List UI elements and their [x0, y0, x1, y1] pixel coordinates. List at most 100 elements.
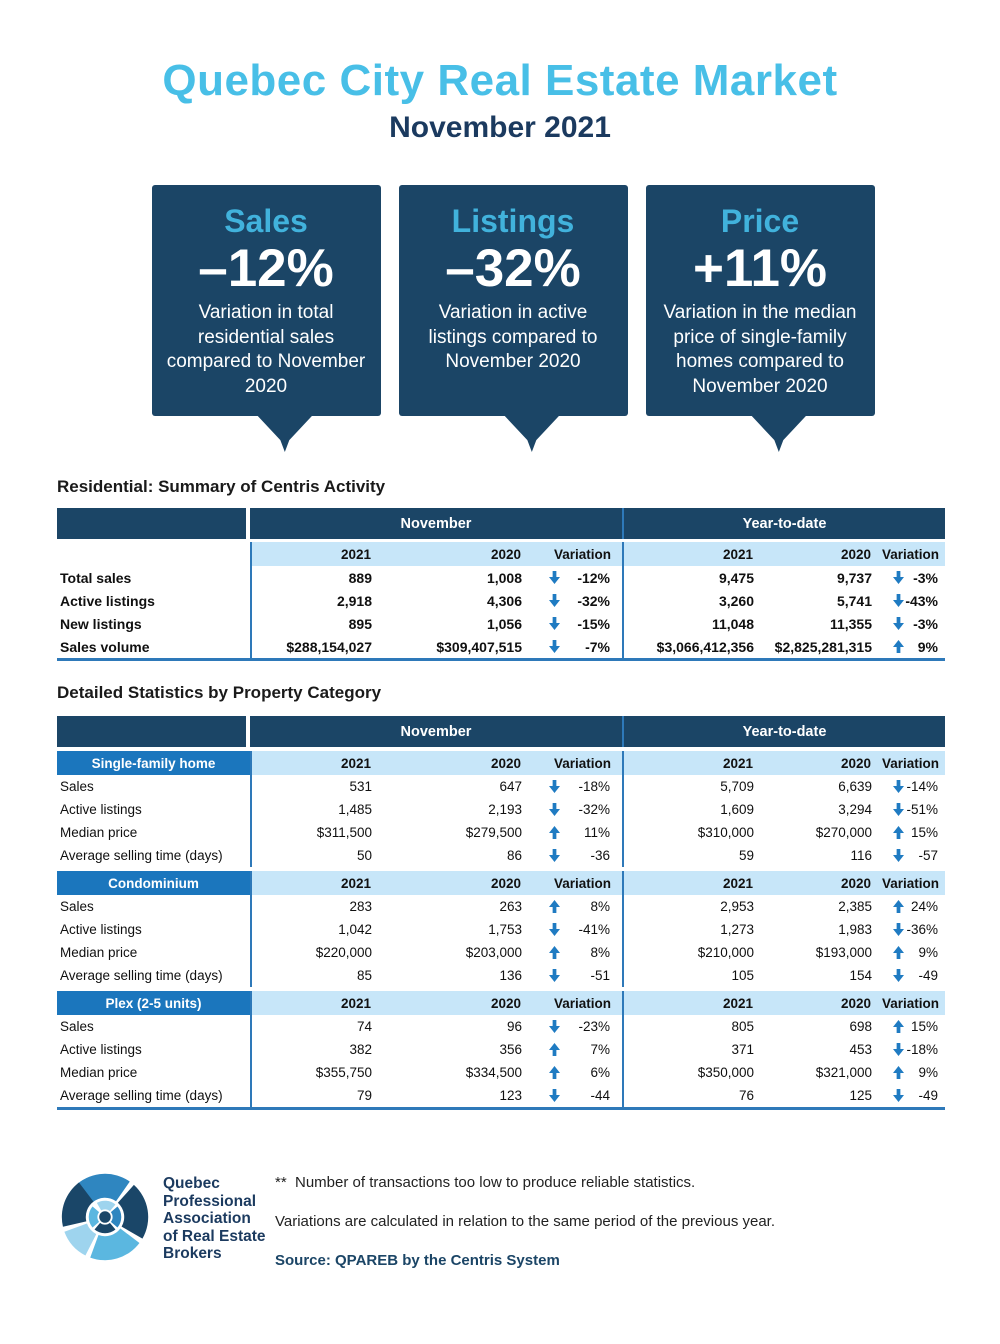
variation-arrow-icon: [893, 1066, 904, 1079]
variation-cell: -41%: [535, 918, 622, 941]
variation-value: -14%: [906, 779, 938, 794]
row-label: Average selling time (days): [60, 848, 223, 863]
logo-text-line: of Real Estate: [163, 1227, 266, 1245]
table-row-median-price: Median price $355,750 $334,500 6% $350,0…: [57, 1061, 945, 1084]
category-header-single-family-home: Single-family home: [57, 751, 250, 775]
variation-cell: -3%: [885, 612, 945, 635]
callout-listings: Listings –32% Variation in active listin…: [398, 185, 628, 455]
value-cell: 382: [250, 1038, 385, 1061]
callout-heading: Listings: [451, 203, 575, 239]
variation-arrow-icon: [893, 803, 904, 816]
variation-value: 8%: [590, 899, 610, 914]
value-cell: $355,750: [250, 1061, 385, 1084]
year-header-2021: 2021: [622, 542, 767, 566]
table-row-average-selling-time: Average selling time (days) 85 136 -51 1…: [57, 964, 945, 987]
value-cell: 79: [250, 1084, 385, 1107]
value-cell: $220,000: [250, 941, 385, 964]
summary-table: November Year-to-date 2021 2020 Variatio…: [57, 508, 945, 661]
variation-cell: -14%: [885, 775, 945, 798]
variation-value: 9%: [918, 1065, 938, 1080]
value-cell: 283: [250, 895, 385, 918]
value-cell: 1,056: [486, 615, 522, 632]
value-cell: $3,066,412,356: [622, 635, 767, 658]
variation-arrow-icon: [893, 571, 904, 584]
section-condominium: Condominium 2021 2020 Variation 2021 202…: [57, 871, 945, 987]
variation-header: Variation: [882, 542, 945, 566]
category-header-row: Condominium 2021 2020 Variation 2021 202…: [57, 871, 945, 895]
value-cell: 1,983: [838, 922, 872, 937]
qpareb-logo-icon: [57, 1166, 153, 1273]
variation-arrow-icon: [893, 1089, 904, 1102]
variation-arrow-icon: [549, 640, 560, 653]
value-cell: $270,000: [815, 825, 872, 840]
variation-value: 24%: [910, 899, 938, 914]
variation-value: 15%: [910, 825, 938, 840]
variation-arrow-icon: [549, 900, 560, 913]
detail-table: November Year-to-date Single-family home…: [57, 716, 945, 1110]
variation-arrow-icon: [549, 571, 560, 584]
variation-arrow-icon: [549, 946, 560, 959]
callout-sales-box: Sales –12% Variation in total residentia…: [151, 185, 381, 416]
variation-arrow-icon: [893, 969, 904, 982]
callout-tail: [750, 415, 807, 452]
period-header-ytd: Year-to-date: [622, 508, 945, 539]
value-cell: 1,485: [250, 798, 385, 821]
category-header-row: Plex (2-5 units) 2021 2020 Variation 202…: [57, 991, 945, 1015]
variation-cell: -32%: [535, 798, 622, 821]
variation-cell: -3%: [885, 566, 945, 589]
category-header-plex: Plex (2-5 units): [57, 991, 250, 1015]
variation-value: 7%: [590, 1042, 610, 1057]
table-row-sales: Sales 531 647 -18% 5,709 6,639 -14%: [57, 775, 945, 798]
value-cell: 9,737: [836, 569, 872, 586]
value-cell: $310,000: [622, 821, 767, 844]
variation-cell: -36%: [885, 918, 945, 941]
value-cell: 5,709: [622, 775, 767, 798]
variation-value: -51%: [906, 802, 938, 817]
variation-value: -49: [918, 968, 938, 983]
section-single-family-home: Single-family home 2021 2020 Variation 2…: [57, 751, 945, 867]
variation-arrow-icon: [893, 1020, 904, 1033]
value-cell: 698: [849, 1019, 872, 1034]
year-header-2021: 2021: [622, 871, 767, 895]
row-label: Median price: [60, 1065, 138, 1080]
variation-cell: -49: [885, 964, 945, 987]
variation-value: -18%: [906, 1042, 938, 1057]
variation-header: Variation: [882, 871, 945, 895]
variation-value: -15%: [577, 615, 610, 632]
value-cell: $311,500: [250, 821, 385, 844]
variation-value: 8%: [590, 945, 610, 960]
variation-cell: -32%: [535, 589, 622, 612]
variation-cell: 9%: [885, 1061, 945, 1084]
value-cell: 125: [849, 1088, 872, 1103]
year-header-2020: 2020: [767, 871, 885, 895]
variation-header: Variation: [535, 542, 622, 566]
table-row-active-listings: Active listings 1,485 2,193 -32% 1,609 3…: [57, 798, 945, 821]
variation-arrow-icon: [549, 1043, 560, 1056]
callout-heading: Sales: [224, 203, 308, 239]
callout-tail: [256, 415, 313, 452]
value-cell: 59: [622, 844, 767, 867]
value-cell: $279,500: [465, 825, 522, 840]
summary-section-heading: Residential: Summary of Centris Activity: [57, 477, 386, 496]
row-label: Sales: [60, 1019, 94, 1034]
table-row-average-selling-time: Average selling time (days) 50 86 -36 59…: [57, 844, 945, 867]
value-cell: 105: [622, 964, 767, 987]
variation-header: Variation: [535, 751, 622, 775]
table-row-sales: Sales 74 96 -23% 805 698 15%: [57, 1015, 945, 1038]
table-row-total-sales: Total sales 889 1,008 -12% 9,475 9,737 -…: [57, 566, 945, 589]
value-cell: 3,260: [622, 589, 767, 612]
callout-price: Price +11% Variation in the median price…: [645, 185, 875, 455]
variation-arrow-icon: [549, 969, 560, 982]
variation-cell: -49: [885, 1084, 945, 1107]
value-cell: 371: [622, 1038, 767, 1061]
footnote-low-transactions: ** Number of transactions too low to pro…: [275, 1174, 696, 1191]
variation-cell: -57: [885, 844, 945, 867]
variation-cell: -18%: [885, 1038, 945, 1061]
variation-cell: -44: [535, 1084, 622, 1107]
variation-arrow-icon: [549, 849, 560, 862]
variation-value: -18%: [578, 779, 610, 794]
year-header-2021: 2021: [250, 871, 385, 895]
callout-value: –12%: [198, 238, 334, 298]
year-header-2021: 2021: [622, 751, 767, 775]
value-cell: $210,000: [622, 941, 767, 964]
